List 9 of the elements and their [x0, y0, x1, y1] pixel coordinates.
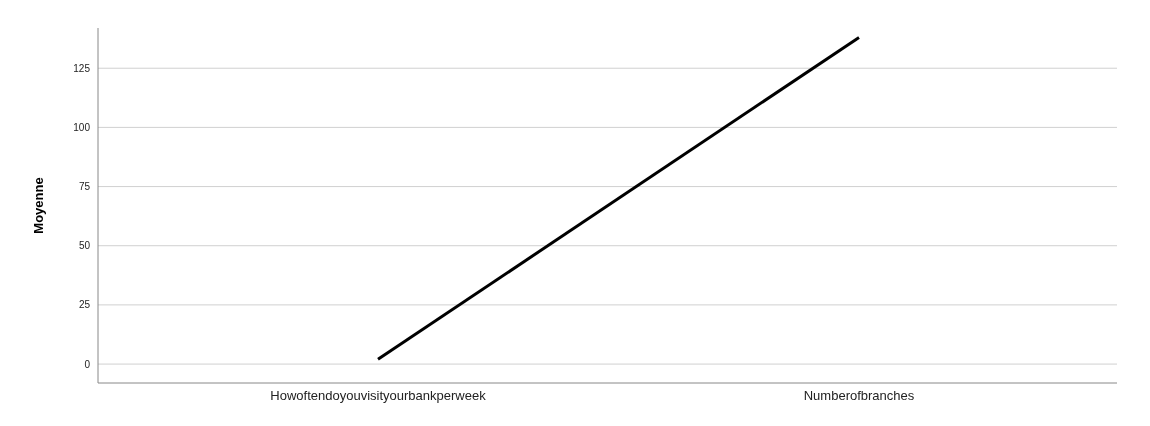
y-tick-label: 125 [73, 62, 91, 74]
y-tick-label: 75 [78, 181, 91, 193]
y-tick-label: 25 [78, 299, 91, 311]
y-tick-label: 0 [84, 358, 91, 370]
y-tick-label: 100 [73, 121, 91, 133]
y-tick-label: 50 [78, 240, 91, 252]
x-tick-label: Numberofbranches [803, 388, 915, 404]
x-tick-label: Howoftendoyouvisityourbankperweek [270, 388, 487, 404]
y-axis-title: Moyenne [30, 177, 46, 234]
